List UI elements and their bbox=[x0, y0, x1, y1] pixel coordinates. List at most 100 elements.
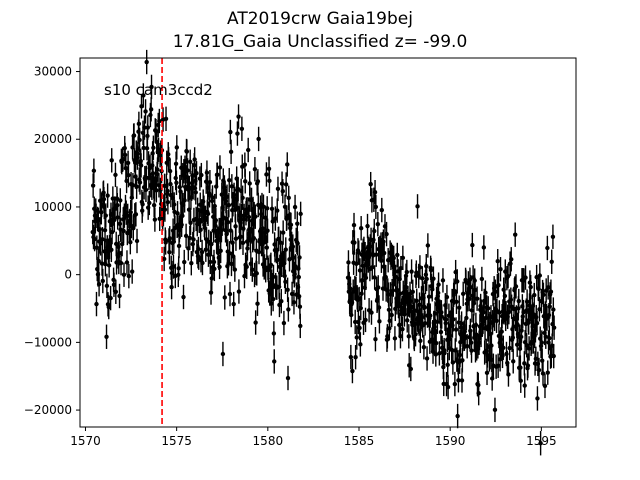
data-point bbox=[502, 283, 508, 309]
data-point bbox=[348, 344, 354, 370]
data-point bbox=[236, 104, 241, 129]
data-point bbox=[538, 431, 543, 456]
data-point bbox=[359, 281, 364, 306]
data-point bbox=[372, 218, 377, 244]
data-point bbox=[139, 94, 144, 119]
data-point bbox=[354, 325, 359, 350]
data-point bbox=[228, 139, 234, 165]
data-point bbox=[353, 345, 358, 370]
data-point bbox=[218, 238, 223, 264]
data-point bbox=[226, 193, 232, 218]
data-point bbox=[100, 268, 106, 294]
data-point bbox=[232, 257, 238, 282]
data-point bbox=[280, 220, 286, 245]
data-point bbox=[256, 126, 261, 152]
data-point bbox=[208, 280, 214, 305]
data-point bbox=[526, 310, 531, 335]
data-point bbox=[161, 246, 167, 272]
data-point bbox=[148, 102, 153, 128]
data-point bbox=[357, 258, 363, 283]
data-point bbox=[229, 174, 235, 199]
data-point bbox=[91, 158, 97, 183]
data-point bbox=[236, 279, 242, 304]
data-point bbox=[227, 241, 232, 266]
data-point bbox=[420, 266, 425, 291]
data-point bbox=[137, 127, 142, 153]
data-point bbox=[104, 273, 110, 299]
data-point bbox=[481, 235, 487, 260]
data-point bbox=[533, 346, 539, 371]
data-point bbox=[508, 251, 513, 276]
data-point bbox=[109, 237, 114, 263]
data-point bbox=[133, 202, 139, 227]
data-point bbox=[275, 198, 280, 223]
data-point bbox=[462, 324, 468, 349]
data-point bbox=[454, 289, 459, 314]
data-point bbox=[264, 235, 270, 260]
data-point bbox=[272, 349, 277, 374]
data-point bbox=[452, 371, 458, 397]
data-point bbox=[373, 194, 379, 220]
data-point bbox=[545, 360, 550, 385]
data-point bbox=[144, 49, 149, 75]
data-point bbox=[231, 291, 236, 317]
data-point bbox=[149, 74, 154, 100]
data-point bbox=[366, 298, 372, 323]
data-point bbox=[285, 152, 290, 177]
data-point bbox=[233, 226, 239, 251]
data-point bbox=[540, 361, 546, 386]
data-point bbox=[275, 176, 281, 202]
data-point bbox=[424, 266, 429, 292]
data-point bbox=[182, 249, 187, 275]
data-point bbox=[400, 245, 406, 271]
data-point bbox=[217, 254, 222, 280]
data-point bbox=[460, 281, 466, 307]
data-point bbox=[245, 236, 250, 261]
data-point bbox=[174, 135, 180, 160]
y-tick-label: 0 bbox=[64, 268, 72, 282]
data-point bbox=[534, 310, 540, 336]
data-point bbox=[134, 174, 139, 199]
data-point bbox=[298, 201, 303, 227]
data-point bbox=[506, 362, 511, 387]
data-point bbox=[200, 250, 205, 276]
data-point bbox=[244, 254, 249, 280]
data-point bbox=[511, 349, 516, 374]
data-point bbox=[163, 230, 168, 255]
data-point bbox=[121, 262, 127, 287]
data-point bbox=[279, 289, 284, 314]
data-point bbox=[536, 276, 541, 302]
data-point bbox=[269, 196, 275, 221]
data-point bbox=[281, 310, 287, 336]
data-point bbox=[255, 291, 260, 316]
data-point bbox=[524, 333, 529, 358]
data-point bbox=[374, 242, 379, 267]
data-point bbox=[243, 169, 248, 194]
data-point bbox=[171, 229, 177, 254]
data-point bbox=[346, 250, 351, 275]
data-point bbox=[134, 228, 140, 254]
y-tick-label: −20000 bbox=[24, 403, 72, 417]
data-point bbox=[509, 247, 514, 272]
data-point bbox=[356, 240, 361, 265]
x-tick-label: 1575 bbox=[161, 434, 192, 448]
data-point bbox=[104, 324, 109, 349]
data-point bbox=[398, 256, 404, 281]
data-point bbox=[115, 205, 120, 230]
x-tick-label: 1595 bbox=[526, 434, 557, 448]
data-point bbox=[286, 297, 291, 322]
data-points bbox=[90, 49, 557, 456]
data-point bbox=[417, 292, 422, 317]
data-point bbox=[501, 335, 506, 360]
data-point bbox=[215, 162, 220, 187]
data-point bbox=[92, 226, 97, 252]
data-point bbox=[264, 162, 269, 187]
data-point bbox=[297, 245, 302, 270]
data-point bbox=[268, 252, 274, 278]
data-point bbox=[292, 194, 298, 220]
x-tick-label: 1580 bbox=[253, 434, 284, 448]
data-point bbox=[471, 291, 477, 316]
data-point bbox=[283, 172, 289, 197]
data-point bbox=[373, 327, 378, 352]
